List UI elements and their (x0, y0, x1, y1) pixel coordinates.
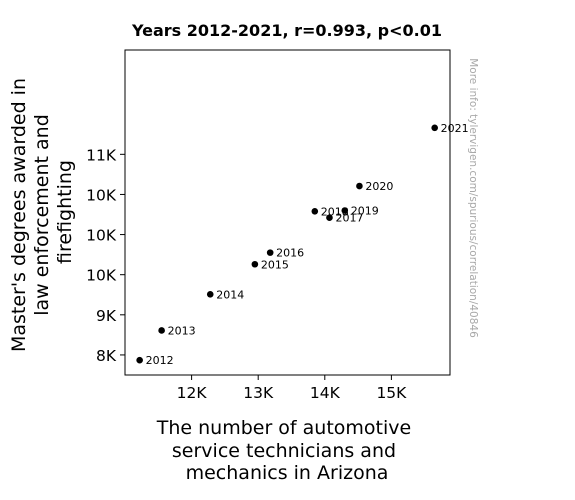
data-point (356, 182, 363, 190)
y-tick-label: 9K (96, 307, 117, 325)
data-point-label: 2020 (365, 180, 393, 193)
data-point (158, 327, 165, 334)
data-point (311, 207, 319, 215)
x-tick-label: 15K (376, 384, 407, 402)
data-point-label: 2016 (276, 247, 304, 260)
y-axis-label-line-3: firefighting (54, 160, 76, 264)
y-axis-label-line-1: Master's degrees awarded in (8, 78, 30, 352)
axis-ticks: 12K 13K 14K 15K 8K 9K 10K 10K 10K 11K (86, 146, 407, 402)
x-tick-label: 14K (310, 384, 341, 402)
y-tick-label: 10K (86, 267, 117, 285)
data-point-label: 2012 (146, 354, 174, 367)
data-point (326, 214, 333, 222)
data-point-label: 2021 (441, 122, 469, 135)
x-tick-label: 13K (243, 384, 274, 402)
data-point-label: 2013 (168, 324, 196, 337)
data-point (251, 260, 259, 268)
data-point-label: 2018 (321, 205, 349, 218)
y-tick-label: 10K (86, 227, 117, 245)
plot-area (124, 49, 451, 376)
x-axis-label-line-3: mechanics in Arizona (186, 462, 389, 484)
data-point (206, 291, 214, 298)
data-point (266, 249, 274, 256)
y-axis-label: Master's degrees awarded in law enforcem… (8, 72, 76, 352)
data-point (431, 124, 438, 132)
data-point (341, 207, 349, 214)
y-axis-label-line-2: law enforcement and (31, 114, 53, 316)
watermark-text: More info: tylervigen.com/spurious/corre… (467, 58, 479, 338)
x-tick-label: 12K (177, 384, 208, 402)
data-point-label: 2017 (335, 212, 363, 225)
chart-title: Years 2012-2021, r=0.993, p<0.01 (131, 21, 442, 40)
y-tick-label: 8K (96, 347, 117, 365)
data-point-label: 2014 (216, 288, 244, 301)
y-tick-label: 10K (86, 186, 117, 204)
x-axis-label-line-1: The number of automotive (156, 417, 411, 439)
data-point (136, 356, 143, 364)
data-point-label: 2019 (351, 204, 379, 217)
y-tick-label: 11K (86, 146, 117, 164)
data-point-label: 2015 (261, 258, 289, 271)
x-axis-label-line-2: service technicians and (172, 440, 396, 462)
x-axis-label: The number of automotive service technic… (156, 417, 418, 484)
data-points (136, 124, 438, 364)
